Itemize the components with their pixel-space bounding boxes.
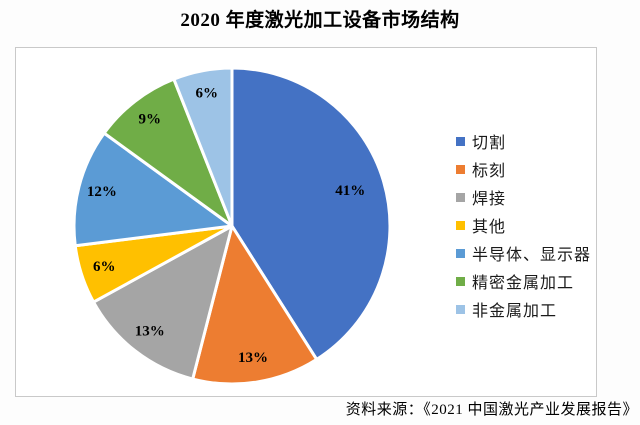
slice-label-3: 6%: [93, 259, 116, 275]
legend-item-0: 切割: [456, 127, 591, 155]
plot-area: 41% 13% 13% 6% 12% 9% 6% 切割标刻焊接其他半导体、显示器 精密金属加工…: [15, 47, 597, 397]
source-note: 资料来源：《2021 中国激光产业发展报告》: [345, 402, 638, 418]
slice-label-6: 6%: [196, 86, 219, 102]
slice-label-4: 12%: [87, 184, 117, 200]
legend-swatch-icon: [456, 136, 465, 146]
legend-label: 焊接: [472, 191, 507, 208]
pie-slice-6: [172, 66, 234, 228]
legend-label: 切割: [472, 135, 507, 152]
legend-item-2: 焊接: [456, 183, 591, 211]
pie-slice-4: [72, 131, 234, 248]
slice-label-2: 13%: [135, 324, 165, 340]
legend-swatch-icon: [456, 304, 465, 314]
legend-swatch-icon: [456, 164, 465, 174]
legend-item-3: 其他: [456, 211, 591, 239]
legend-swatch-icon: [456, 192, 465, 202]
legend-item-1: 标刻: [456, 155, 591, 183]
legend-label: 其他: [472, 219, 507, 236]
pie-chart: 41% 13% 13% 6% 12% 9% 6%: [72, 66, 392, 386]
legend-label: 半导体、显示器: [472, 247, 592, 264]
legend-item-6: 非金属加工: [456, 295, 591, 323]
slice-label-0: 41%: [335, 183, 365, 199]
legend-swatch-icon: [456, 220, 465, 230]
slice-label-1: 13%: [238, 350, 268, 366]
legend-swatch-icon: [456, 276, 465, 286]
pie-slice-5: [102, 77, 234, 228]
legend-item-5: 精密金属加工: [456, 267, 591, 295]
legend: 切割标刻焊接其他半导体、显示器 精密金属加工 非金属加工: [456, 127, 591, 323]
pie-slice-1: [191, 224, 319, 386]
legend-label: 非金属加工: [472, 303, 558, 320]
pie-slice-2: [92, 224, 234, 381]
legend-swatch-icon: [456, 248, 465, 258]
slice-label-5: 9%: [138, 111, 161, 127]
legend-label: 精密金属加工: [472, 275, 575, 292]
legend-item-4: 半导体、显示器: [456, 239, 591, 267]
chart-title: 2020 年度激光加工设备市场结构: [180, 10, 460, 31]
legend-label: 标刻: [472, 163, 507, 180]
